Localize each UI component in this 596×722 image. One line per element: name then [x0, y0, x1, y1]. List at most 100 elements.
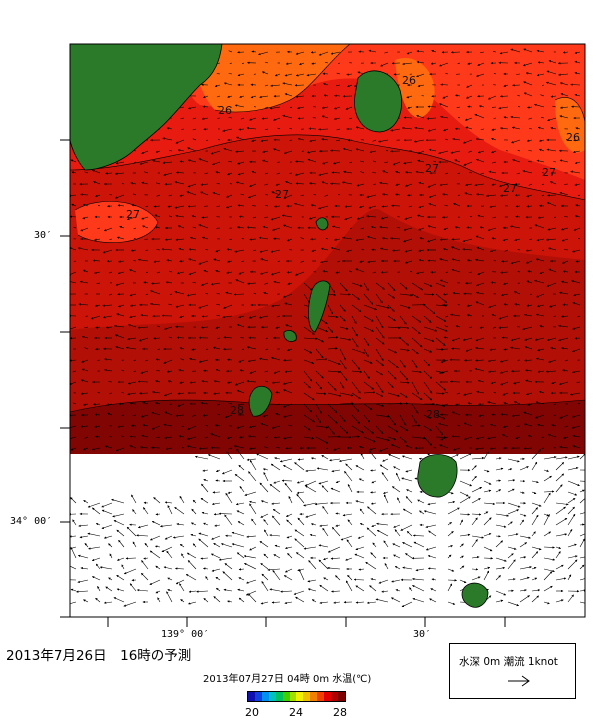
current-arrow — [546, 81, 557, 86]
current-arrow — [425, 524, 437, 529]
current-arrow — [77, 579, 89, 584]
current-arrow — [347, 519, 353, 526]
colorbar-swatch — [317, 692, 325, 701]
current-arrow — [131, 204, 137, 207]
current-arrow — [451, 246, 461, 251]
current-arrow — [567, 555, 578, 559]
current-arrow — [108, 577, 113, 581]
current-arrow — [188, 271, 197, 276]
current-arrow — [477, 150, 485, 154]
current-arrow — [175, 238, 185, 241]
current-arrow — [129, 315, 137, 319]
current-arrow — [517, 95, 521, 97]
colorbar-swatch — [248, 692, 255, 701]
current-arrow — [479, 105, 485, 108]
current-arrow — [427, 567, 437, 570]
current-arrow — [575, 204, 581, 207]
current-arrow — [357, 535, 365, 539]
current-arrow — [360, 171, 365, 174]
current-arrow — [498, 315, 509, 320]
current-arrow — [475, 258, 485, 262]
current-arrow — [507, 553, 514, 559]
current-arrow — [406, 489, 413, 493]
current-arrow — [546, 282, 557, 287]
current-arrow — [95, 326, 101, 329]
current-arrow — [531, 514, 539, 526]
current-arrow — [198, 532, 209, 537]
current-arrow — [549, 304, 557, 308]
current-arrow — [507, 559, 516, 570]
current-arrow — [91, 507, 101, 515]
current-arrow — [393, 466, 401, 471]
current-arrow — [536, 293, 545, 298]
current-arrow — [396, 227, 401, 229]
current-arrow — [101, 502, 113, 508]
current-arrow — [507, 533, 519, 537]
current-arrow — [459, 496, 471, 504]
current-arrow — [103, 227, 113, 232]
current-arrow — [191, 215, 197, 218]
current-arrow — [156, 249, 161, 251]
current-arrow — [535, 258, 545, 262]
current-arrow — [457, 172, 461, 174]
current-arrow — [447, 601, 456, 605]
current-arrow — [452, 291, 461, 295]
current-arrow — [393, 524, 401, 528]
current-arrow — [164, 326, 173, 330]
current-arrow — [523, 81, 533, 86]
current-arrow — [393, 554, 401, 559]
current-arrow — [483, 502, 496, 506]
current-arrow — [103, 601, 113, 604]
current-arrow — [499, 183, 509, 188]
current-arrow — [537, 126, 545, 130]
current-arrow — [361, 248, 365, 251]
current-arrow — [80, 193, 89, 196]
current-arrow — [438, 150, 449, 155]
current-arrow — [439, 279, 449, 284]
current-arrow — [129, 293, 137, 297]
current-arrow — [270, 271, 281, 276]
current-arrow — [229, 238, 233, 241]
current-arrow — [295, 95, 305, 98]
current-arrow — [132, 509, 137, 515]
contour-label: 27 — [542, 166, 556, 179]
current-arrow — [95, 304, 101, 307]
current-arrow — [559, 82, 569, 86]
current-arrow — [229, 62, 233, 64]
current-arrow — [417, 214, 425, 218]
current-arrow — [493, 260, 497, 262]
current-arrow — [427, 238, 437, 243]
current-arrow — [567, 480, 580, 487]
current-arrow — [439, 258, 449, 262]
current-arrow — [356, 216, 365, 220]
current-arrow — [70, 564, 77, 570]
current-arrow — [233, 293, 245, 296]
current-arrow — [163, 172, 173, 176]
current-arrow — [466, 304, 473, 307]
legend-label: 水深 0m 潮流 1knot — [459, 656, 558, 668]
current-arrow — [273, 554, 281, 559]
current-arrow — [259, 541, 269, 548]
current-arrow — [375, 293, 383, 304]
current-arrow — [235, 279, 245, 284]
current-arrow — [418, 259, 425, 262]
current-arrow — [555, 551, 561, 559]
current-arrow — [188, 106, 197, 110]
current-arrow — [419, 237, 425, 240]
current-arrow — [149, 535, 161, 541]
current-arrow — [306, 73, 317, 77]
current-arrow — [346, 73, 353, 76]
current-arrow — [286, 519, 293, 526]
current-arrow — [378, 139, 389, 143]
contour-label: 26 — [218, 104, 232, 117]
current-arrow — [235, 502, 245, 506]
current-arrow — [492, 51, 497, 53]
current-arrow — [409, 587, 413, 592]
current-arrow — [109, 553, 113, 559]
current-arrow — [202, 469, 209, 472]
current-arrow — [249, 117, 257, 121]
current-arrow — [507, 509, 520, 515]
current-arrow — [368, 49, 377, 53]
current-arrow — [70, 546, 77, 559]
current-arrow — [305, 513, 317, 518]
